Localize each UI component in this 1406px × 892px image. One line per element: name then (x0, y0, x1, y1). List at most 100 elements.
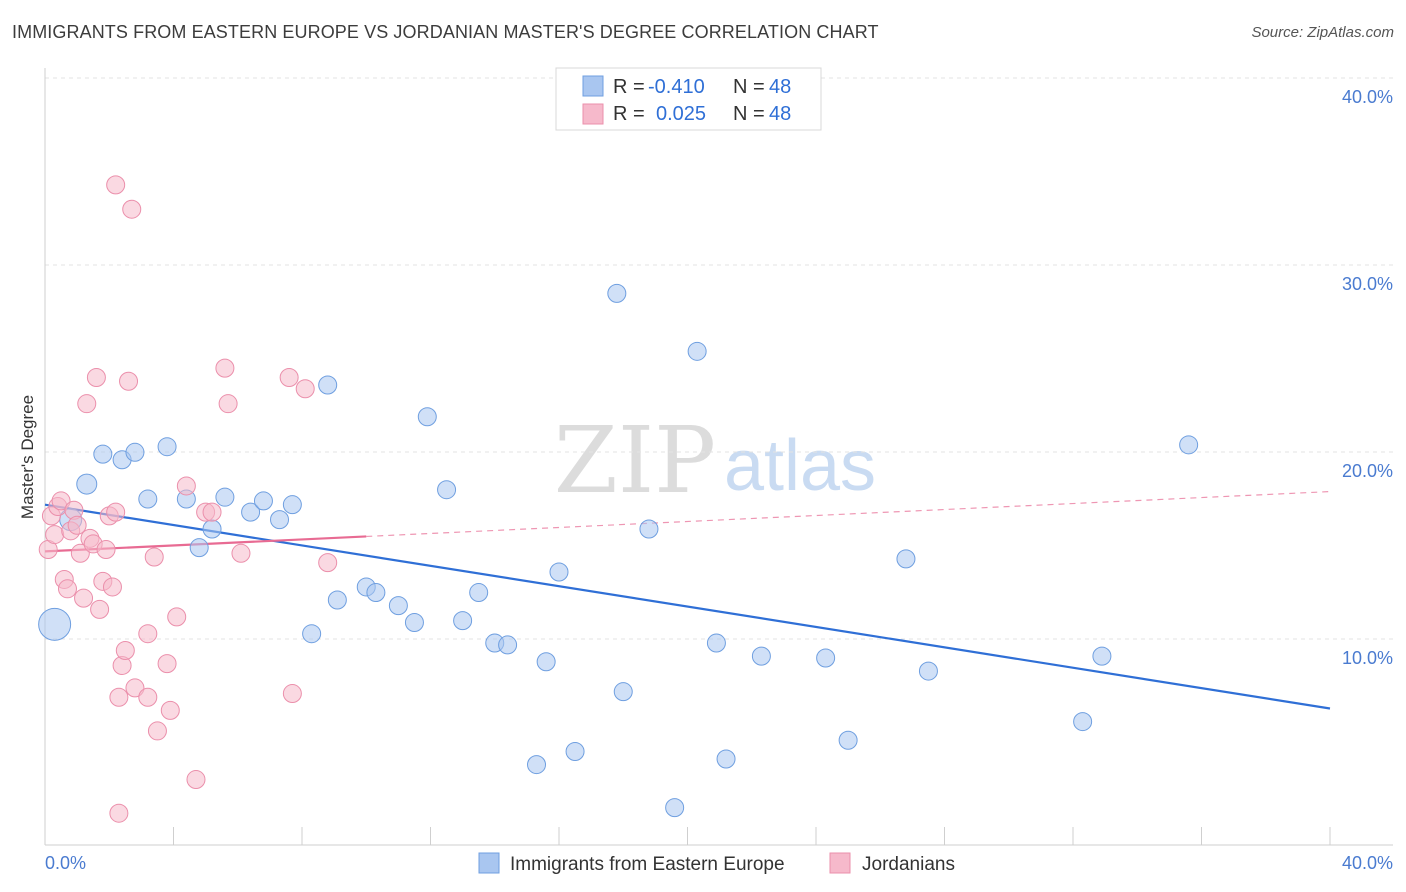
point-jordanians-32 (144, 547, 164, 567)
point-jordanians-34 (157, 654, 177, 674)
legend-r-label-1: R = (613, 76, 645, 98)
point-jordanians-10 (70, 543, 90, 563)
legend-series: Immigrants from Eastern Europe Jordanian… (478, 852, 955, 875)
point-eastern-europe-31 (549, 562, 569, 582)
y-tick-label-40: 40.0% (1342, 87, 1393, 107)
point-eastern-europe-14 (270, 510, 290, 530)
point-eastern-europe-43 (896, 549, 916, 569)
point-jordanians-29 (106, 175, 126, 195)
axes (44, 68, 1393, 846)
point-jordanians-36 (167, 607, 187, 627)
point-eastern-europe-17 (318, 375, 338, 395)
point-eastern-europe-20 (366, 583, 386, 603)
point-jordanians-37 (176, 476, 196, 496)
point-eastern-europe-25 (453, 611, 473, 631)
legend-n-label-1: N = (733, 76, 765, 98)
point-jordanians-47 (318, 553, 338, 573)
point-jordanians-45 (282, 684, 302, 704)
watermark-atlas: atlas (724, 426, 876, 506)
x-tick-label-max: 40.0% (1342, 853, 1393, 873)
chart-title: IMMIGRANTS FROM EASTERN EUROPE VS JORDAN… (12, 22, 879, 42)
point-eastern-europe-44 (918, 661, 938, 681)
point-eastern-europe-37 (687, 341, 707, 361)
point-jordanians-21 (106, 502, 126, 522)
point-eastern-europe-18 (327, 590, 347, 610)
legend-swatch-pink (582, 103, 604, 125)
legend-n-label-2: N = (733, 103, 765, 125)
point-eastern-europe-33 (607, 283, 627, 303)
legend-n-value-1: 48 (769, 76, 791, 98)
point-jordanians-27 (122, 199, 142, 219)
legend-stats: R = -0.410 N = 48 R = 0.025 N = 48 (555, 67, 822, 131)
point-eastern-europe-7 (157, 437, 177, 457)
point-eastern-europe-10 (202, 519, 222, 539)
point-eastern-europe-40 (751, 646, 771, 666)
point-eastern-europe-29 (527, 755, 547, 775)
point-eastern-europe-6 (138, 489, 158, 509)
point-jordanians-11 (74, 588, 94, 608)
point-eastern-europe-46 (1092, 646, 1112, 666)
point-jordanians-31 (138, 687, 158, 707)
point-jordanians-40 (202, 502, 222, 522)
point-jordanians-26 (119, 371, 139, 391)
watermark-zip: ZIP (554, 407, 716, 514)
legend-series-label-blue: Immigrants from Eastern Europe (510, 854, 785, 875)
point-eastern-europe-42 (838, 730, 858, 750)
point-jordanians-25 (115, 641, 135, 661)
point-jordanians-35 (160, 700, 180, 720)
point-eastern-europe-22 (404, 612, 424, 632)
point-jordanians-18 (96, 540, 116, 560)
legend-r-value-2: 0.025 (656, 103, 706, 125)
point-jordanians-2 (45, 525, 65, 545)
x-tick-label-min: 0.0% (45, 853, 86, 873)
point-jordanians-20 (102, 577, 122, 597)
point-eastern-europe-23 (417, 407, 437, 427)
point-eastern-europe-15 (282, 495, 302, 515)
point-jordanians-9 (67, 515, 87, 535)
watermark: ZIP atlas (554, 407, 876, 514)
point-eastern-europe-35 (639, 519, 659, 539)
point-jordanians-16 (90, 599, 110, 619)
point-eastern-europe-12 (241, 502, 261, 522)
legend-series-swatch-blue (478, 852, 500, 874)
trend-line-dashed-1 (366, 490, 1331, 538)
point-jordanians-42 (218, 394, 238, 414)
source-label: Source: ZipAtlas.com (1251, 24, 1394, 41)
point-eastern-europe-3 (93, 444, 113, 464)
y-tick-label-30: 30.0% (1342, 274, 1393, 294)
legend-swatch-blue (582, 75, 604, 97)
point-jordanians-44 (279, 368, 299, 387)
point-jordanians-30 (138, 624, 158, 644)
y-tick-label-20: 20.0% (1342, 461, 1393, 481)
point-eastern-europe-47 (1179, 435, 1199, 455)
point-eastern-europe-41 (816, 648, 836, 668)
point-jordanians-46 (295, 379, 315, 399)
point-eastern-europe-34 (613, 682, 633, 702)
point-jordanians-38 (186, 770, 206, 790)
point-eastern-europe-13 (253, 491, 273, 511)
legend-series-label-pink: Jordanians (862, 854, 955, 875)
y-tick-label-10: 10.0% (1342, 648, 1393, 668)
point-eastern-europe-24 (437, 480, 457, 500)
point-jordanians-15 (86, 368, 106, 387)
legend-series-swatch-pink (829, 852, 851, 874)
y-tick-labels: 10.0% 20.0% 30.0% 40.0% (1342, 87, 1393, 668)
trend-line-0 (44, 503, 1331, 710)
y-axis-label: Master's Degree (18, 395, 37, 519)
point-jordanians-22 (109, 803, 129, 823)
point-eastern-europe-38 (706, 633, 726, 653)
point-eastern-europe-0 (38, 607, 72, 641)
legend-n-value-2: 48 (769, 103, 791, 125)
point-eastern-europe-26 (469, 583, 489, 603)
point-jordanians-4 (51, 491, 71, 511)
point-eastern-europe-30 (536, 652, 556, 672)
point-jordanians-43 (231, 543, 251, 563)
point-eastern-europe-32 (565, 742, 585, 761)
point-eastern-europe-16 (302, 624, 322, 644)
point-eastern-europe-2 (76, 473, 98, 495)
x-ticks (44, 827, 1331, 845)
point-jordanians-28 (125, 678, 145, 698)
point-eastern-europe-45 (1073, 712, 1093, 732)
point-eastern-europe-11 (215, 487, 235, 507)
point-jordanians-12 (77, 394, 97, 414)
